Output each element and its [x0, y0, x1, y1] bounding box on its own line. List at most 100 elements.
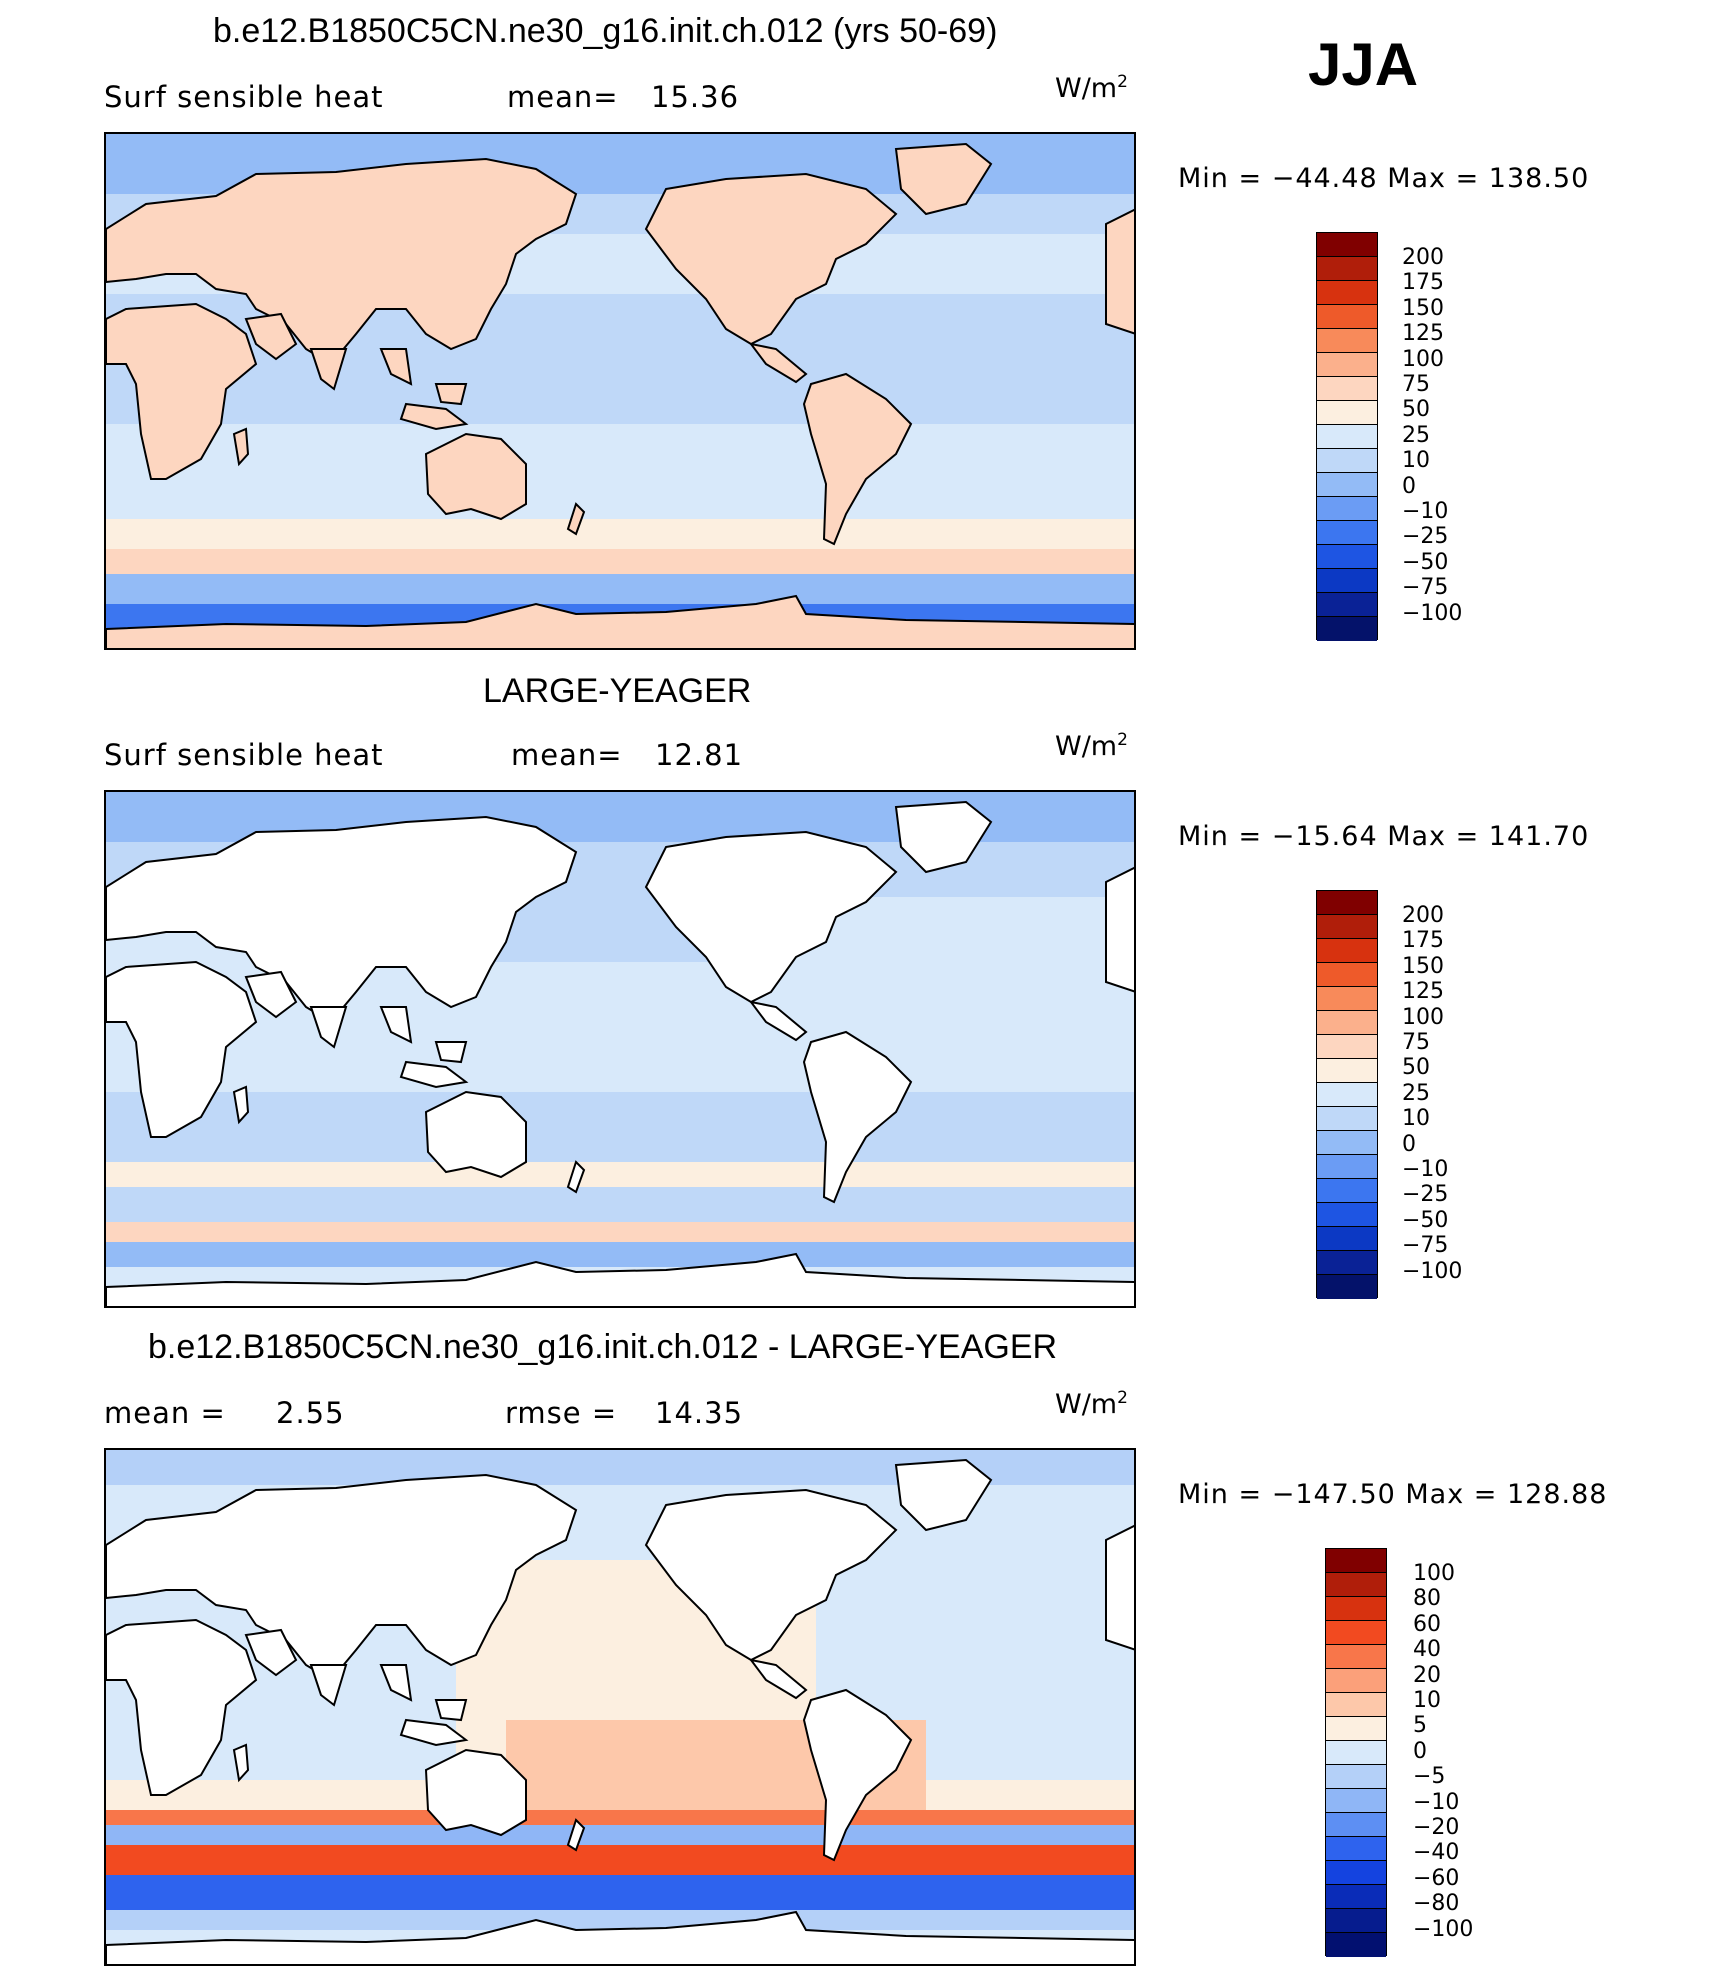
colorbar-tick-label: −20 [1413, 1815, 1460, 1840]
colorbar-swatch [1317, 1083, 1377, 1107]
colorbar-tick-label: 60 [1413, 1611, 1441, 1637]
colorbar-tick-label: 75 [1402, 1030, 1430, 1055]
panel2-map [104, 790, 1136, 1308]
colorbar-swatch [1326, 1669, 1386, 1693]
panel3-rmse-value: 14.35 [655, 1396, 744, 1430]
colorbar-swatch [1326, 1933, 1386, 1957]
colorbar-tick-label: −75 [1402, 1233, 1449, 1259]
colorbar-tick-label: 200 [1402, 903, 1444, 928]
colorbar-swatch [1326, 1765, 1386, 1789]
panel1-min-max: Min = −44.48 Max = 138.50 [1178, 163, 1590, 194]
colorbar-tick-label: −40 [1413, 1840, 1460, 1866]
colorbar-swatch [1317, 915, 1377, 939]
colorbar-swatch [1326, 1909, 1386, 1933]
colorbar-swatch [1317, 497, 1377, 521]
colorbar-swatch [1317, 257, 1377, 281]
colorbar-tick-label: −10 [1402, 499, 1449, 524]
colorbar-swatch [1326, 1597, 1386, 1621]
colorbar-swatch [1317, 1251, 1377, 1275]
panel2-variable-label: Surf sensible heat [104, 738, 384, 772]
colorbar-swatch [1317, 521, 1377, 545]
panel3-title: b.e12.B1850C5CN.ne30_g16.init.ch.012 - L… [148, 1328, 1058, 1366]
colorbar-swatch [1317, 353, 1377, 377]
colorbar-swatch [1317, 401, 1377, 425]
colorbar-swatch [1326, 1573, 1386, 1597]
colorbar-tick-label: 80 [1413, 1586, 1441, 1612]
panel1-title: b.e12.B1850C5CN.ne30_g16.init.ch.012 (yr… [213, 12, 998, 50]
colorbar-swatch [1326, 1861, 1386, 1885]
colorbar-tick-label: 5 [1413, 1713, 1427, 1739]
panel1-variable-label: Surf sensible heat [104, 80, 384, 114]
colorbar-tick-label: 20 [1413, 1662, 1441, 1688]
panel1-colorbar [1316, 232, 1378, 641]
colorbar-tick-label: 100 [1402, 1004, 1444, 1030]
colorbar-tick-label: −50 [1402, 549, 1449, 575]
colorbar-swatch [1317, 617, 1377, 641]
colorbar-tick-label: 0 [1402, 473, 1416, 499]
colorbar-swatch [1317, 1275, 1377, 1299]
colorbar-tick-label: 50 [1402, 397, 1430, 423]
panel1-mean-label: mean= [507, 80, 619, 114]
colorbar-swatch [1317, 1035, 1377, 1059]
colorbar-tick-label: 150 [1402, 295, 1444, 321]
colorbar-swatch [1326, 1837, 1386, 1861]
colorbar-tick-label: 175 [1402, 270, 1444, 296]
panel3-rmse-label: rmse = [505, 1396, 618, 1430]
colorbar-tick-label: 25 [1402, 1080, 1430, 1106]
colorbar-swatch [1317, 987, 1377, 1011]
colorbar-swatch [1317, 593, 1377, 617]
panel2-unit: W/m2 [1055, 730, 1128, 762]
colorbar-tick-label: −25 [1402, 1182, 1449, 1208]
panel2-title: LARGE-YEAGER [483, 672, 752, 710]
panel3-colorbar [1325, 1548, 1387, 1957]
colorbar-swatch [1317, 1227, 1377, 1251]
colorbar-swatch [1317, 281, 1377, 305]
colorbar-tick-label: −50 [1402, 1207, 1449, 1233]
colorbar-swatch [1317, 1155, 1377, 1179]
colorbar-tick-label: −5 [1413, 1764, 1446, 1790]
colorbar-tick-label: −80 [1413, 1891, 1460, 1917]
panel3-map [104, 1448, 1136, 1966]
colorbar-swatch [1326, 1621, 1386, 1645]
colorbar-tick-label: −100 [1402, 600, 1463, 626]
colorbar-tick-label: 10 [1402, 1106, 1430, 1132]
colorbar-tick-label: 50 [1402, 1055, 1430, 1081]
panel3-unit: W/m2 [1055, 1388, 1128, 1420]
colorbar-swatch [1326, 1693, 1386, 1717]
panel1-unit: W/m2 [1055, 72, 1128, 104]
colorbar-tick-label: −100 [1413, 1916, 1474, 1942]
panel3-mean-value: 2.55 [276, 1396, 345, 1430]
colorbar-swatch [1326, 1885, 1386, 1909]
colorbar-tick-label: 40 [1413, 1637, 1441, 1663]
colorbar-swatch [1317, 305, 1377, 329]
panel1-mean-value: 15.36 [651, 80, 740, 114]
colorbar-swatch [1317, 545, 1377, 569]
colorbar-tick-label: 125 [1402, 321, 1444, 347]
colorbar-tick-label: 200 [1402, 245, 1444, 270]
colorbar-swatch [1326, 1789, 1386, 1813]
panel2-min-max: Min = −15.64 Max = 141.70 [1178, 821, 1590, 852]
colorbar-tick-label: 100 [1402, 346, 1444, 372]
colorbar-tick-label: 10 [1413, 1688, 1441, 1713]
colorbar-swatch [1317, 233, 1377, 257]
colorbar-swatch [1326, 1717, 1386, 1741]
panel3-min-max: Min = −147.50 Max = 128.88 [1178, 1479, 1608, 1510]
colorbar-swatch [1317, 1131, 1377, 1155]
colorbar-swatch [1317, 1011, 1377, 1035]
colorbar-swatch [1317, 891, 1377, 915]
season-label: JJA [1308, 31, 1419, 98]
colorbar-tick-label: 0 [1413, 1738, 1427, 1764]
colorbar-tick-label: −25 [1402, 524, 1449, 550]
panel1-map [104, 132, 1136, 650]
colorbar-swatch [1317, 939, 1377, 963]
colorbar-swatch [1326, 1645, 1386, 1669]
colorbar-swatch [1326, 1741, 1386, 1765]
colorbar-tick-label: 25 [1402, 422, 1430, 448]
colorbar-tick-label: 100 [1413, 1561, 1455, 1586]
colorbar-swatch [1317, 449, 1377, 473]
colorbar-swatch [1317, 473, 1377, 497]
colorbar-swatch [1326, 1813, 1386, 1837]
colorbar-tick-label: −100 [1402, 1258, 1463, 1284]
colorbar-tick-label: −10 [1413, 1789, 1460, 1815]
colorbar-swatch [1317, 1059, 1377, 1083]
